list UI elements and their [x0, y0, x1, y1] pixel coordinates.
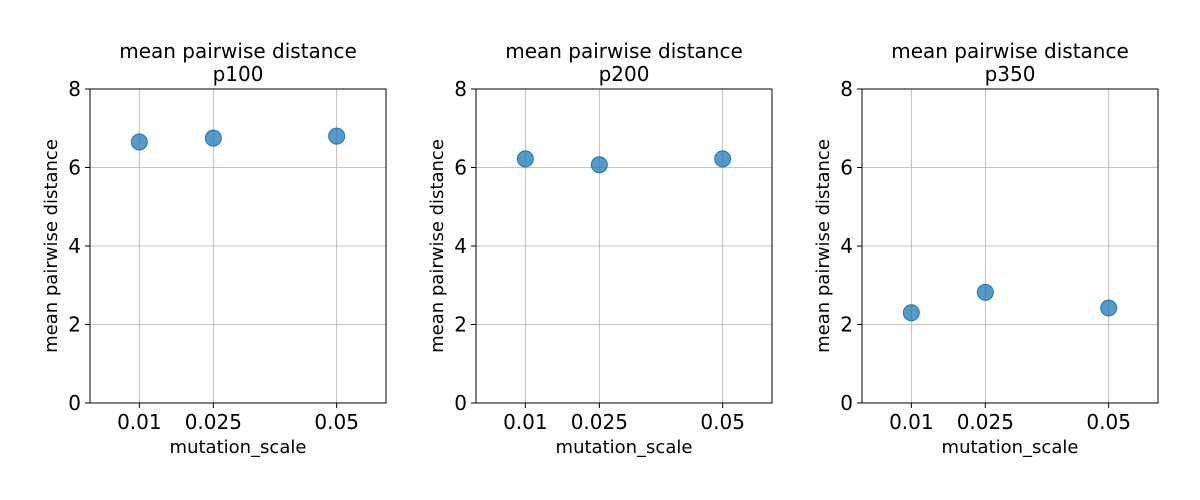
y-tick-label: 2	[454, 313, 467, 337]
data-point	[714, 150, 732, 168]
chart-title: mean pairwise distance	[505, 39, 743, 63]
y-tick-label: 6	[840, 156, 853, 180]
y-tick-label: 6	[454, 156, 467, 180]
data-point	[1100, 299, 1118, 317]
x-tick-label: 0.025	[185, 410, 242, 434]
x-axis-label: mutation_scale	[556, 437, 693, 458]
y-tick-label: 0	[454, 391, 467, 415]
y-tick-label: 2	[68, 313, 81, 337]
data-point	[902, 304, 920, 322]
x-tick-label: 0.01	[503, 410, 548, 434]
chart-panel-2: 0 2 4 6 8 0.01 0.025 0.05 mean pairwise distance…	[427, 39, 773, 458]
chart-subtitle: p100	[213, 62, 264, 86]
y-tick-label: 4	[840, 234, 853, 258]
chart-panel-1: 0 2 4 6 8 0.01 0.025 0.05 mean pairwise distance…	[41, 39, 387, 458]
data-point	[516, 150, 534, 168]
data-point	[204, 129, 222, 147]
x-tick-label: 0.05	[700, 410, 745, 434]
data-point	[130, 133, 148, 151]
data-point	[590, 156, 608, 174]
chart-subtitle: p350	[985, 62, 1036, 86]
y-tick-label: 6	[68, 156, 81, 180]
data-point	[328, 127, 346, 145]
y-tick-label: 2	[840, 313, 853, 337]
data-point	[976, 283, 994, 301]
y-tick-label: 8	[454, 77, 467, 101]
x-tick-label: 0.025	[957, 410, 1014, 434]
y-axis-label: mean pairwise distance	[41, 139, 62, 353]
chart-panel-3: 0 2 4 6 8 0.01 0.025 0.05 mean pairwise distance…	[813, 39, 1159, 458]
y-tick-label: 0	[840, 391, 853, 415]
x-tick-label: 0.01	[889, 410, 934, 434]
y-tick-label: 0	[68, 391, 81, 415]
x-axis-label: mutation_scale	[942, 437, 1079, 458]
chart-title: mean pairwise distance	[119, 39, 357, 63]
y-axis-label: mean pairwise distance	[813, 139, 834, 353]
x-tick-label: 0.05	[314, 410, 359, 434]
y-tick-label: 8	[840, 77, 853, 101]
x-tick-label: 0.025	[571, 410, 628, 434]
chart-title: mean pairwise distance	[891, 39, 1129, 63]
y-tick-label: 4	[68, 234, 81, 258]
chart-subtitle: p200	[599, 62, 650, 86]
x-tick-label: 0.01	[117, 410, 162, 434]
x-axis-label: mutation_scale	[170, 437, 307, 458]
y-tick-label: 4	[454, 234, 467, 258]
y-tick-label: 8	[68, 77, 81, 101]
x-tick-label: 0.05	[1086, 410, 1131, 434]
y-axis-label: mean pairwise distance	[427, 139, 448, 353]
